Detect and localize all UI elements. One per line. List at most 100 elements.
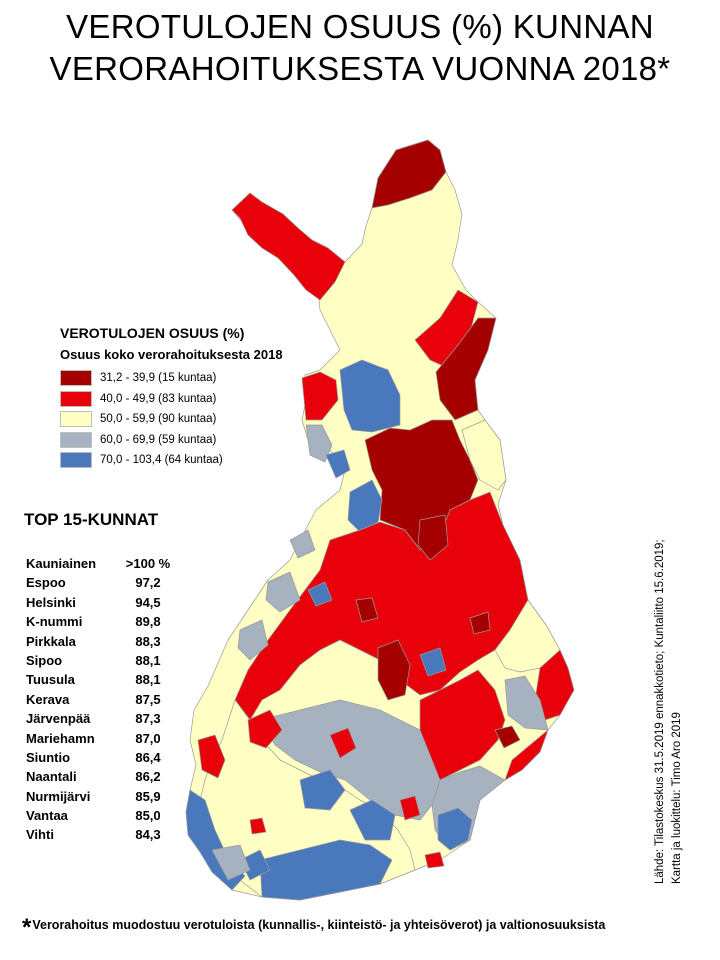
municipality-value: >100 % <box>125 556 171 571</box>
map-legend: VEROTULOJEN OSUUS (%) Osuus koko verorah… <box>60 325 320 471</box>
legend-label: 31,2 - 39,9 (15 kuntaa) <box>100 372 217 385</box>
municipality-region <box>461 419 507 491</box>
legend-item: 40,0 - 49,9 (83 kuntaa) <box>60 389 320 410</box>
footnote: *Verorahoitus muodostuu verotuloista (ku… <box>22 914 605 942</box>
municipality-value: 86,4 <box>135 749 161 765</box>
legend-swatch <box>60 431 92 448</box>
municipality-name: Kerava <box>26 691 70 707</box>
municipality-name: Mariehamn <box>26 730 95 746</box>
municipality-region <box>231 192 346 301</box>
municipality-region <box>469 611 491 635</box>
legend-item: 70,0 - 103,4 (64 kuntaa) <box>60 450 320 471</box>
municipality-region <box>494 725 521 749</box>
municipality-region <box>355 597 379 623</box>
municipality-value: 89,8 <box>135 614 161 630</box>
municipality-region <box>289 529 316 559</box>
municipality-value: 94,5 <box>135 594 161 610</box>
top-list-row: Mariehamn 87,0 <box>26 731 176 750</box>
legend-item: 31,2 - 39,9 (15 kuntaa) <box>60 368 320 389</box>
municipality-name: Pirkkala <box>26 633 76 649</box>
legend-subtitle: Osuus koko verorahoituksesta 2018 <box>60 347 283 362</box>
legend-title: VEROTULOJEN OSUUS (%) <box>60 325 245 341</box>
legend-label: 40,0 - 49,9 (83 kuntaa) <box>100 392 217 405</box>
municipality-name: Naantali <box>26 769 77 785</box>
municipality-value: 84,3 <box>135 827 161 843</box>
top-list-row: Naantali 86,2 <box>26 769 176 788</box>
top-list-row: Siuntio 86,4 <box>26 750 176 769</box>
municipality-region <box>305 424 333 463</box>
top-municipalities-list: Kauniainen >100 % Espoo 97,2 Helsinki 94,5 K-n… <box>26 556 176 847</box>
municipality-name: Tuusula <box>26 672 75 688</box>
municipality-value: 85,0 <box>135 808 161 824</box>
municipality-region <box>307 581 333 607</box>
top-list-row: K-nummi 89,8 <box>26 614 176 633</box>
municipality-region <box>424 851 445 869</box>
municipality-region <box>259 839 393 901</box>
top-list-row: Vantaa 85,0 <box>26 808 176 827</box>
top-list-row: Kauniainen >100 % <box>26 556 176 575</box>
municipality-region <box>435 317 497 421</box>
municipality-region <box>504 729 549 781</box>
municipality-value: 85,9 <box>135 788 161 804</box>
municipality-region <box>347 479 383 533</box>
municipality-value: 88,1 <box>135 652 161 668</box>
municipality-name: Järvenpää <box>26 711 91 727</box>
municipality-name: Sipoo <box>26 652 63 668</box>
top-list-row: Nurmijärvi 85,9 <box>26 789 176 808</box>
municipality-region <box>329 727 357 759</box>
municipality-region <box>237 619 269 661</box>
municipality-value: 87,3 <box>135 711 161 727</box>
municipality-region <box>211 844 251 881</box>
top-list-row: Järvenpää 87,3 <box>26 711 176 730</box>
legend-item: 60,0 - 69,9 (59 kuntaa) <box>60 430 320 451</box>
municipality-region <box>414 289 479 369</box>
municipality-value: 87,5 <box>135 691 161 707</box>
municipality-name: Helsinki <box>26 594 76 610</box>
source-note: Lähde: Tilastokeskus 31.5.2019 ennakkoti… <box>652 524 686 884</box>
municipality-value: 88,1 <box>135 672 161 688</box>
municipality-name: Vihti <box>26 827 54 843</box>
municipality-region <box>349 799 396 841</box>
top-list-row: Espoo 97,2 <box>26 575 176 594</box>
municipality-name: Siuntio <box>26 749 71 765</box>
municipality-region <box>399 795 421 821</box>
municipality-region <box>339 359 401 433</box>
municipality-name: Espoo <box>26 575 66 591</box>
title-line-1: VEROTULOJEN OSUUS (%) KUNNAN <box>66 8 654 45</box>
municipality-region <box>419 647 447 677</box>
municipality-region <box>249 817 267 835</box>
municipality-value: 88,3 <box>135 633 161 649</box>
municipality-region <box>197 734 226 779</box>
municipality-region <box>377 639 411 701</box>
top-list-row: Tuusula 88,1 <box>26 672 176 691</box>
top-list-row: Helsinki 94,5 <box>26 595 176 614</box>
legend-swatch <box>60 452 92 469</box>
source-line-1: Lähde: Tilastokeskus 31.5.2019 ennakkoti… <box>654 539 666 884</box>
municipality-value: 86,2 <box>135 769 161 785</box>
legend-label: 60,0 - 69,9 (59 kuntaa) <box>100 433 217 446</box>
legend-swatch <box>60 390 92 407</box>
title-line-2: VERORAHOITUKSESTA VUONNA 2018* <box>49 50 671 87</box>
legend-swatch <box>60 411 92 428</box>
municipality-region <box>265 571 301 613</box>
top-list-row: Vihti 84,3 <box>26 827 176 846</box>
municipality-region <box>417 514 449 561</box>
municipality-region <box>371 139 447 209</box>
municipality-value: 97,2 <box>135 575 161 591</box>
top-list-row: Kerava 87,5 <box>26 692 176 711</box>
municipality-region <box>247 709 283 749</box>
legend-label: 70,0 - 103,4 (64 kuntaa) <box>100 454 223 467</box>
municipality-region <box>437 807 473 851</box>
municipality-name: Kauniainen <box>26 556 97 571</box>
legend-item: 50,0 - 59,9 (90 kuntaa) <box>60 409 320 430</box>
legend-label: 50,0 - 59,9 (90 kuntaa) <box>100 413 217 426</box>
source-line-2: Kartta ja luokittelu: Timo Aro 2019 <box>671 712 683 884</box>
municipality-name: Nurmijärvi <box>26 788 91 804</box>
municipality-region <box>325 449 351 479</box>
municipality-region <box>239 849 271 881</box>
legend-swatch <box>60 370 92 387</box>
municipality-name: Vantaa <box>26 808 68 824</box>
top-list-title: TOP 15-KUNNAT <box>24 510 159 529</box>
municipality-region <box>301 371 339 421</box>
